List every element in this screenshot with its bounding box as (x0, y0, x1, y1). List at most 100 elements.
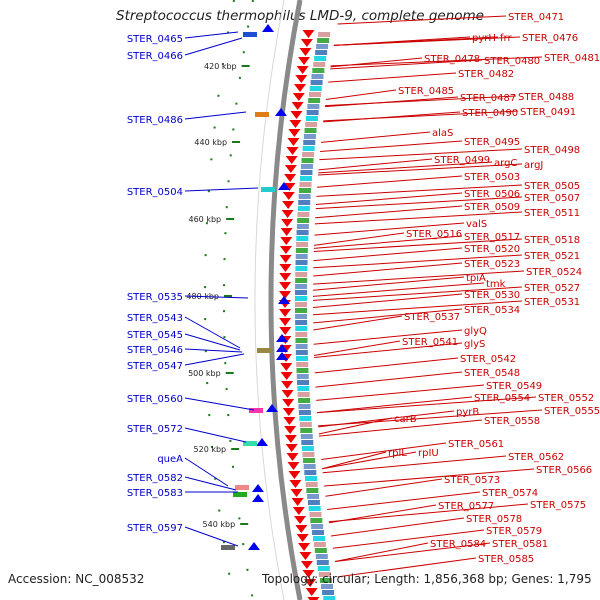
left-gene-label[interactable]: STER_0465 (127, 34, 183, 45)
function-box (299, 188, 312, 193)
right-gene-label[interactable]: STER_0491 (520, 107, 576, 118)
cds-arrow-mark (287, 462, 300, 470)
right-gene-label[interactable]: STER_0506 (464, 189, 520, 200)
right-gene-label[interactable]: STER_0485 (398, 86, 454, 97)
right-gene-label[interactable]: STER_0554 (474, 393, 530, 404)
right-leader-line (312, 286, 523, 301)
right-leader-line (330, 517, 465, 537)
right-gene-label[interactable]: STER_0478 (424, 54, 480, 65)
left-gene-label[interactable]: STER_0583 (127, 488, 183, 499)
right-gene-label[interactable]: STER_0552 (538, 393, 594, 404)
right-gene-label[interactable]: STER_0531 (524, 297, 580, 308)
right-gene-label[interactable]: frr (500, 33, 512, 44)
right-gene-label[interactable]: STER_0548 (464, 368, 520, 379)
right-gene-label[interactable]: argC (494, 158, 517, 169)
right-gene-label[interactable]: STER_0487 (460, 93, 516, 104)
right-gene-label[interactable]: STER_0541 (402, 337, 458, 348)
left-gene-label[interactable]: STER_0572 (127, 424, 183, 435)
right-gene-label[interactable]: STER_0480 (484, 56, 540, 67)
right-gene-label[interactable]: STER_0573 (444, 475, 500, 486)
right-gene-label[interactable]: STER_0505 (524, 181, 580, 192)
left-gene-label[interactable]: STER_0543 (127, 313, 183, 324)
right-gene-label[interactable]: glyQ (464, 326, 487, 337)
right-gene-label[interactable]: STER_0518 (524, 235, 580, 246)
right-gene-label[interactable]: glyS (464, 339, 485, 350)
right-leader-line (314, 357, 459, 374)
right-gene-label[interactable]: STER_0507 (524, 193, 580, 204)
right-leader-line (322, 455, 507, 474)
left-gene-label[interactable]: STER_0547 (127, 361, 183, 372)
right-gene-label[interactable]: STER_0562 (508, 452, 564, 463)
left-gene-label[interactable]: STER_0466 (127, 51, 183, 62)
right-gene-label[interactable]: STER_0482 (458, 69, 514, 80)
cds-arrow-mark (281, 219, 294, 227)
right-leader-line (314, 342, 463, 359)
function-box (295, 272, 308, 277)
right-gene-label[interactable]: valS (466, 219, 487, 230)
right-gene-label[interactable]: STER_0516 (406, 229, 462, 240)
reverse-cds-arrow (276, 344, 288, 352)
cds-arrow-mark (279, 273, 292, 281)
right-gene-label[interactable]: STER_0476 (522, 33, 578, 44)
left-gene-label[interactable]: STER_0597 (127, 523, 183, 534)
right-gene-label[interactable]: tpiA (466, 273, 486, 284)
right-gene-label[interactable]: STER_0561 (448, 439, 504, 450)
function-box (297, 218, 310, 223)
right-gene-label[interactable]: STER_0488 (518, 92, 574, 103)
left-gene-label[interactable]: STER_0560 (127, 394, 183, 405)
left-gene-label[interactable]: STER_0582 (127, 473, 183, 484)
cds-arrow-mark (299, 48, 312, 56)
right-gene-label[interactable]: STER_0579 (486, 526, 542, 537)
cds-arrow-mark (299, 552, 312, 560)
right-gene-label[interactable]: alaS (432, 128, 453, 139)
right-gene-label[interactable]: STER_0537 (404, 312, 460, 323)
right-gene-label[interactable]: STER_0558 (484, 416, 540, 427)
right-gene-label[interactable]: STER_0495 (464, 137, 520, 148)
left-gene-label[interactable]: STER_0545 (127, 330, 183, 341)
reverse-cds-arrow (275, 108, 287, 116)
left-gene-label[interactable]: queA (157, 454, 183, 465)
cds-arrow-mark (290, 489, 303, 497)
right-gene-label[interactable]: STER_0542 (460, 354, 516, 365)
right-gene-label[interactable]: argJ (524, 160, 543, 171)
right-gene-label[interactable]: STER_0575 (530, 500, 586, 511)
right-gene-label[interactable]: STER_0534 (464, 305, 520, 316)
right-gene-label[interactable]: STER_0509 (464, 202, 520, 213)
right-gene-label[interactable]: tmk (486, 279, 506, 290)
right-gene-label[interactable]: pyrB (456, 407, 479, 418)
right-gene-label[interactable]: STER_0585 (478, 554, 534, 565)
right-gene-label[interactable]: carB (394, 414, 417, 425)
right-gene-label[interactable]: STER_0471 (508, 12, 564, 23)
right-gene-label[interactable]: STER_0549 (486, 381, 542, 392)
right-gene-label[interactable]: STER_0574 (482, 488, 538, 499)
right-gene-label[interactable]: STER_0498 (524, 145, 580, 156)
right-gene-label[interactable]: STER_0521 (524, 251, 580, 262)
right-gene-label[interactable]: STER_0555 (544, 406, 600, 417)
function-box (304, 476, 317, 481)
right-gene-label[interactable]: STER_0527 (524, 283, 580, 294)
right-gene-label[interactable]: STER_0581 (492, 539, 548, 550)
right-gene-label[interactable]: STER_0517 (464, 232, 520, 243)
function-box (295, 278, 308, 283)
cds-arrow-mark (280, 372, 293, 380)
right-gene-label[interactable]: STER_0584 (430, 539, 486, 550)
right-gene-label[interactable]: STER_0499 (434, 155, 490, 166)
right-gene-label[interactable]: STER_0566 (536, 465, 592, 476)
right-gene-label[interactable]: rplL (388, 448, 407, 459)
right-gene-label[interactable]: STER_0481 (544, 53, 600, 64)
left-gene-label[interactable]: STER_0546 (127, 345, 183, 356)
right-gene-label[interactable]: rpIU (418, 448, 439, 459)
right-gene-label[interactable]: STER_0524 (526, 267, 582, 278)
left-gene-label[interactable]: STER_0535 (127, 292, 183, 303)
right-gene-label[interactable]: STER_0503 (464, 172, 520, 183)
left-gene-label[interactable]: STER_0504 (127, 187, 183, 198)
right-gene-label[interactable]: STER_0523 (464, 259, 520, 270)
right-gene-label[interactable]: STER_0577 (438, 501, 494, 512)
right-gene-label[interactable]: STER_0530 (464, 290, 520, 301)
right-gene-label[interactable]: STER_0511 (524, 208, 580, 219)
right-gene-label[interactable]: STER_0490 (462, 108, 518, 119)
right-gene-label[interactable]: STER_0578 (466, 514, 522, 525)
left-gene-label[interactable]: STER_0486 (127, 115, 183, 126)
right-gene-label[interactable]: pyrH (472, 33, 496, 44)
right-gene-label[interactable]: STER_0520 (464, 244, 520, 255)
